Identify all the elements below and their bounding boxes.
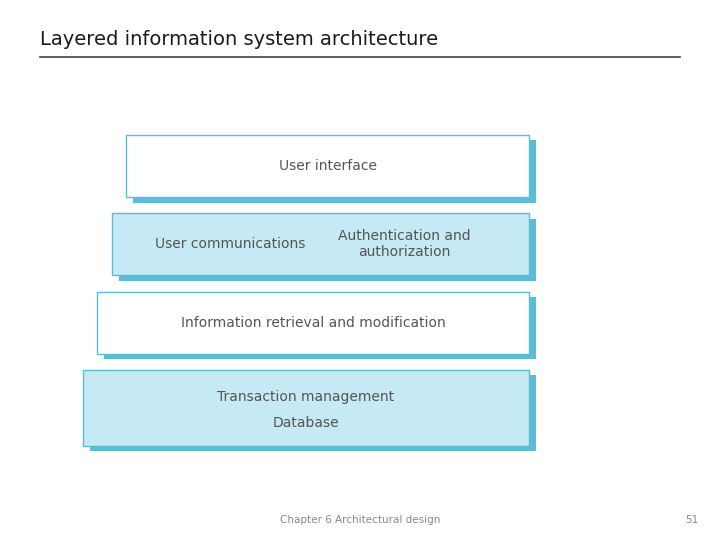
FancyBboxPatch shape <box>83 370 529 446</box>
Text: User interface: User interface <box>279 159 377 173</box>
FancyBboxPatch shape <box>104 297 536 359</box>
FancyBboxPatch shape <box>119 219 536 281</box>
FancyBboxPatch shape <box>90 375 536 451</box>
Text: Authentication and
authorization: Authentication and authorization <box>338 230 470 259</box>
FancyBboxPatch shape <box>133 140 536 202</box>
FancyBboxPatch shape <box>112 213 529 275</box>
Text: Layered information system architecture: Layered information system architecture <box>40 30 438 49</box>
FancyBboxPatch shape <box>97 292 529 354</box>
Text: Transaction management: Transaction management <box>217 390 395 404</box>
Text: Chapter 6 Architectural design: Chapter 6 Architectural design <box>280 515 440 525</box>
FancyBboxPatch shape <box>126 135 529 197</box>
Text: User communications: User communications <box>156 238 306 251</box>
Text: Information retrieval and modification: Information retrieval and modification <box>181 316 446 329</box>
Text: Database: Database <box>273 416 339 430</box>
Text: 51: 51 <box>685 515 698 525</box>
